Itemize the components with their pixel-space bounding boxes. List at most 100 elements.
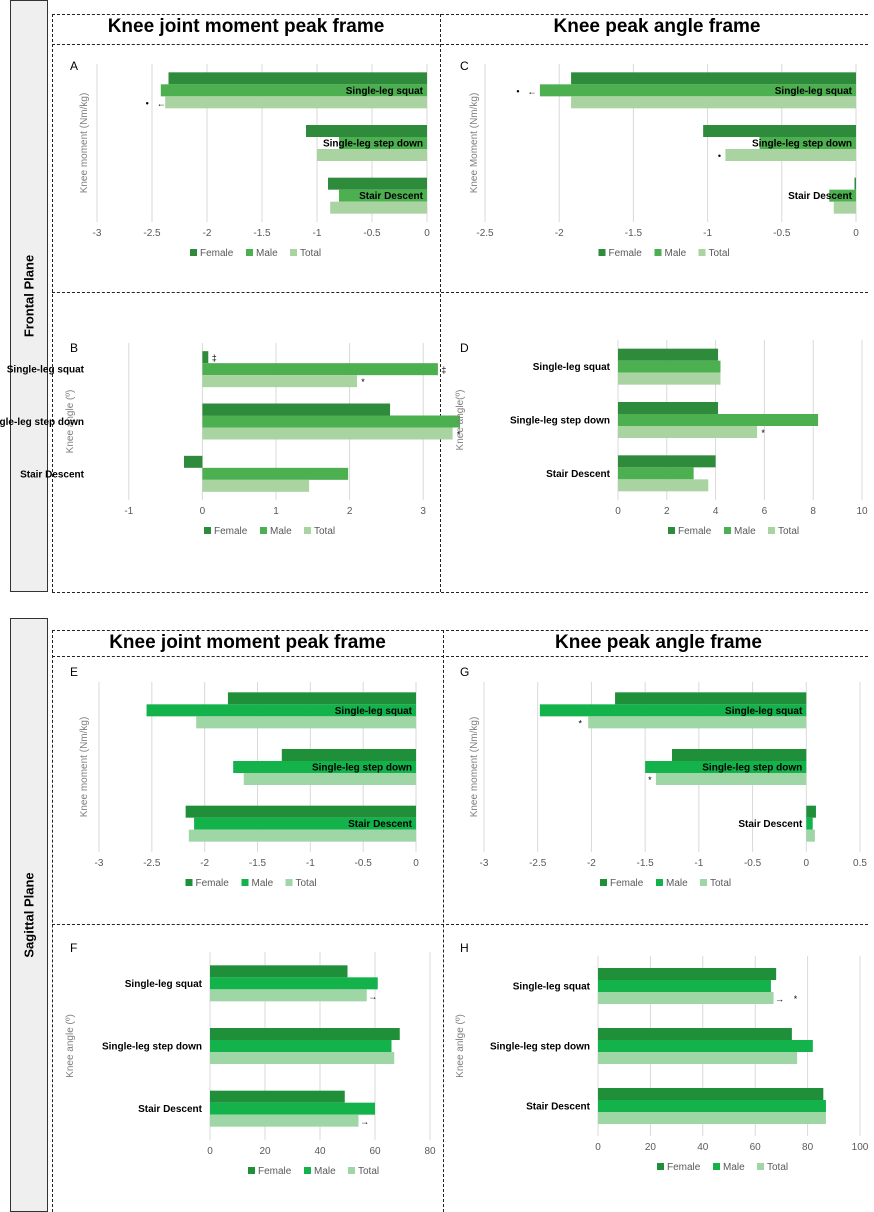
chart-c-bar-total-stair-descent	[833, 201, 856, 214]
chart-a-y-axis-label: Knee moment (Nm/kg)	[79, 93, 90, 194]
chart-d-y-axis-label: Knee angle(º)	[455, 390, 466, 451]
chart-h-bar-male-single-leg-step-down	[598, 1040, 813, 1052]
chart-g-bar-female-single-leg-squat	[615, 692, 807, 705]
chart-d-bar-total-stair-descent	[618, 479, 709, 492]
chart-d-legend-label-female: Female	[678, 526, 712, 537]
chart-d-bar-male-single-leg-step-down	[618, 414, 819, 426]
chart-panel-f: 0 20 40 60 80 F Knee angle (º) Single-leg squat…	[60, 936, 440, 1202]
chart-g-tick-label: -1	[694, 858, 703, 869]
chart-b-legend-label-male: Male	[270, 526, 292, 537]
chart-h-bar-female-single-leg-squat	[598, 968, 777, 980]
chart-h-tick-label: 80	[802, 1142, 814, 1153]
chart-c-annotation: •	[516, 86, 519, 96]
chart-g-panel-label: G	[460, 665, 469, 679]
chart-e-category-label: Stair Descent	[348, 819, 413, 830]
sagittal-plane-label: Sagittal Plane	[10, 618, 48, 1212]
chart-a-bar-total-single-leg-step-down	[317, 149, 427, 161]
chart-a-legend-swatch-male	[246, 249, 253, 256]
chart-h-tick-label: 100	[852, 1142, 869, 1153]
chart-f-bar-male-single-leg-step-down	[210, 1040, 392, 1052]
chart-b-bar-total-single-leg-step-down	[202, 427, 453, 440]
chart-e-bar-male-single-leg-step-down	[233, 761, 416, 773]
chart-g-annotation: *	[578, 718, 582, 728]
chart-h-bar-male-single-leg-squat	[598, 980, 771, 992]
chart-e-tick-label: -2	[200, 858, 209, 869]
sagittal-top-divider	[52, 630, 868, 631]
chart-c-category-label: Single-leg step down	[752, 139, 852, 150]
chart-b-legend-label-total: Total	[314, 526, 335, 537]
chart-g-tick-label: -2	[587, 858, 596, 869]
chart-f-legend-swatch-total	[348, 1167, 355, 1174]
frontal-left-border	[52, 14, 53, 592]
chart-panel-e: -3 -2.5 -2 -1.5 -1 -0.5 0 E Knee moment (Nm/kg) S…	[60, 660, 440, 914]
chart-b-category-label: Stair Descent	[20, 469, 85, 480]
chart-d-bar-female-stair-descent	[618, 455, 716, 468]
chart-g-bar-total-stair-descent	[806, 829, 815, 842]
chart-e-legend-label-total: Total	[296, 878, 317, 889]
chart-f-bar-total-single-leg-step-down	[210, 1052, 395, 1064]
chart-b-legend-swatch-male	[260, 527, 267, 534]
chart-f-tick-label: 0	[207, 1146, 213, 1157]
chart-c-annotation: ←	[527, 86, 536, 96]
chart-e-bar-total-single-leg-step-down	[243, 773, 416, 785]
chart-h-legend-label-female: Female	[667, 1162, 701, 1173]
chart-f-bar-total-single-leg-squat	[210, 989, 367, 1002]
chart-c-annotation: •	[718, 151, 721, 161]
chart-e-bar-male-single-leg-squat	[146, 704, 417, 717]
chart-f-tick-label: 80	[424, 1146, 436, 1157]
chart-g-tick-label: -0.5	[744, 858, 762, 869]
chart-e-legend-label-male: Male	[252, 878, 274, 889]
chart-e-tick-label: -0.5	[355, 858, 373, 869]
chart-f-legend-label-total: Total	[358, 1166, 379, 1177]
frontal-middle-divider	[52, 292, 868, 293]
chart-f-legend-swatch-male	[304, 1167, 311, 1174]
chart-g-legend-label-total: Total	[710, 878, 731, 889]
chart-h-bar-female-stair-descent	[598, 1088, 824, 1100]
sagittal-title-right: Knee peak angle frame	[555, 632, 762, 653]
chart-c-legend-swatch-total	[698, 249, 706, 256]
chart-d-bar-female-single-leg-step-down	[618, 402, 719, 414]
chart-d-category-label: Single-leg squat	[533, 362, 611, 373]
chart-f-tick-label: 20	[259, 1146, 271, 1157]
chart-f-svg: 0 20 40 60 80 F Knee angle (º) Single-leg squat…	[65, 941, 436, 1177]
chart-b-annotation: *	[361, 377, 365, 387]
chart-c-legend-label-male: Male	[665, 248, 687, 259]
chart-d-legend-swatch-female	[668, 527, 675, 534]
sagittal-center-divider	[443, 630, 444, 1212]
chart-h-bar-total-stair-descent	[598, 1112, 826, 1124]
chart-panel-b: -1 0 1 2 3 B Knee angle (º) Single-leg squat Sin…	[0, 336, 461, 556]
chart-c-legend-label-total: Total	[709, 248, 730, 259]
chart-c-tick-label: -0.5	[773, 228, 791, 239]
sagittal-plane-text: Sagittal Plane	[21, 872, 37, 958]
chart-f-legend-label-male: Male	[314, 1166, 336, 1177]
chart-f-legend-swatch-female	[248, 1167, 255, 1174]
chart-a-bar-male-single-leg-step-down	[339, 137, 427, 149]
chart-f-bar-female-stair-descent	[210, 1090, 345, 1103]
chart-e-tick-label: 0	[413, 858, 419, 869]
chart-b-y-axis-label: Knee angle (º)	[65, 390, 76, 454]
chart-g-legend-swatch-total	[700, 879, 707, 886]
chart-d-svg: 0 2 4 6 8 10 D Knee angle(º) Single-leg squat Sin…	[455, 340, 868, 537]
chart-panel-d: 0 2 4 6 8 10 D Knee angle(º) Single-leg squat Sin…	[450, 336, 868, 556]
chart-a-tick-label: -0.5	[363, 228, 381, 239]
chart-d-category-label: Stair Descent	[546, 469, 611, 480]
chart-f-tick-label: 40	[314, 1146, 326, 1157]
chart-e-panel-label: E	[70, 665, 78, 679]
chart-f-legend-label-female: Female	[258, 1166, 292, 1177]
chart-b-category-label: Single-leg squat	[7, 365, 85, 376]
chart-b-tick-label: 1	[273, 506, 279, 517]
chart-h-category-label: Single-leg step down	[490, 1042, 590, 1053]
chart-d-panel-label: D	[460, 341, 469, 355]
chart-c-tick-label: -1.5	[625, 228, 643, 239]
chart-b-legend-label-female: Female	[214, 526, 248, 537]
chart-c-y-axis-label: Knee Moment (Nm/kg)	[469, 93, 480, 194]
frontal-title-left: Knee joint moment peak frame	[107, 16, 385, 37]
sagittal-left-border	[52, 630, 53, 1212]
chart-panel-c: -2.5 -2 -1.5 -1 -0.5 0 C Knee Moment (Nm/kg) Sin…	[450, 54, 868, 288]
chart-b-bar-female-single-leg-step-down	[202, 403, 391, 416]
chart-b-annotation: ‡	[212, 353, 217, 363]
chart-h-annotation: *	[794, 994, 798, 1004]
chart-b-bar-female-stair-descent	[184, 455, 203, 468]
frontal-title-divider	[52, 44, 868, 45]
chart-c-tick-label: -2.5	[476, 228, 494, 239]
